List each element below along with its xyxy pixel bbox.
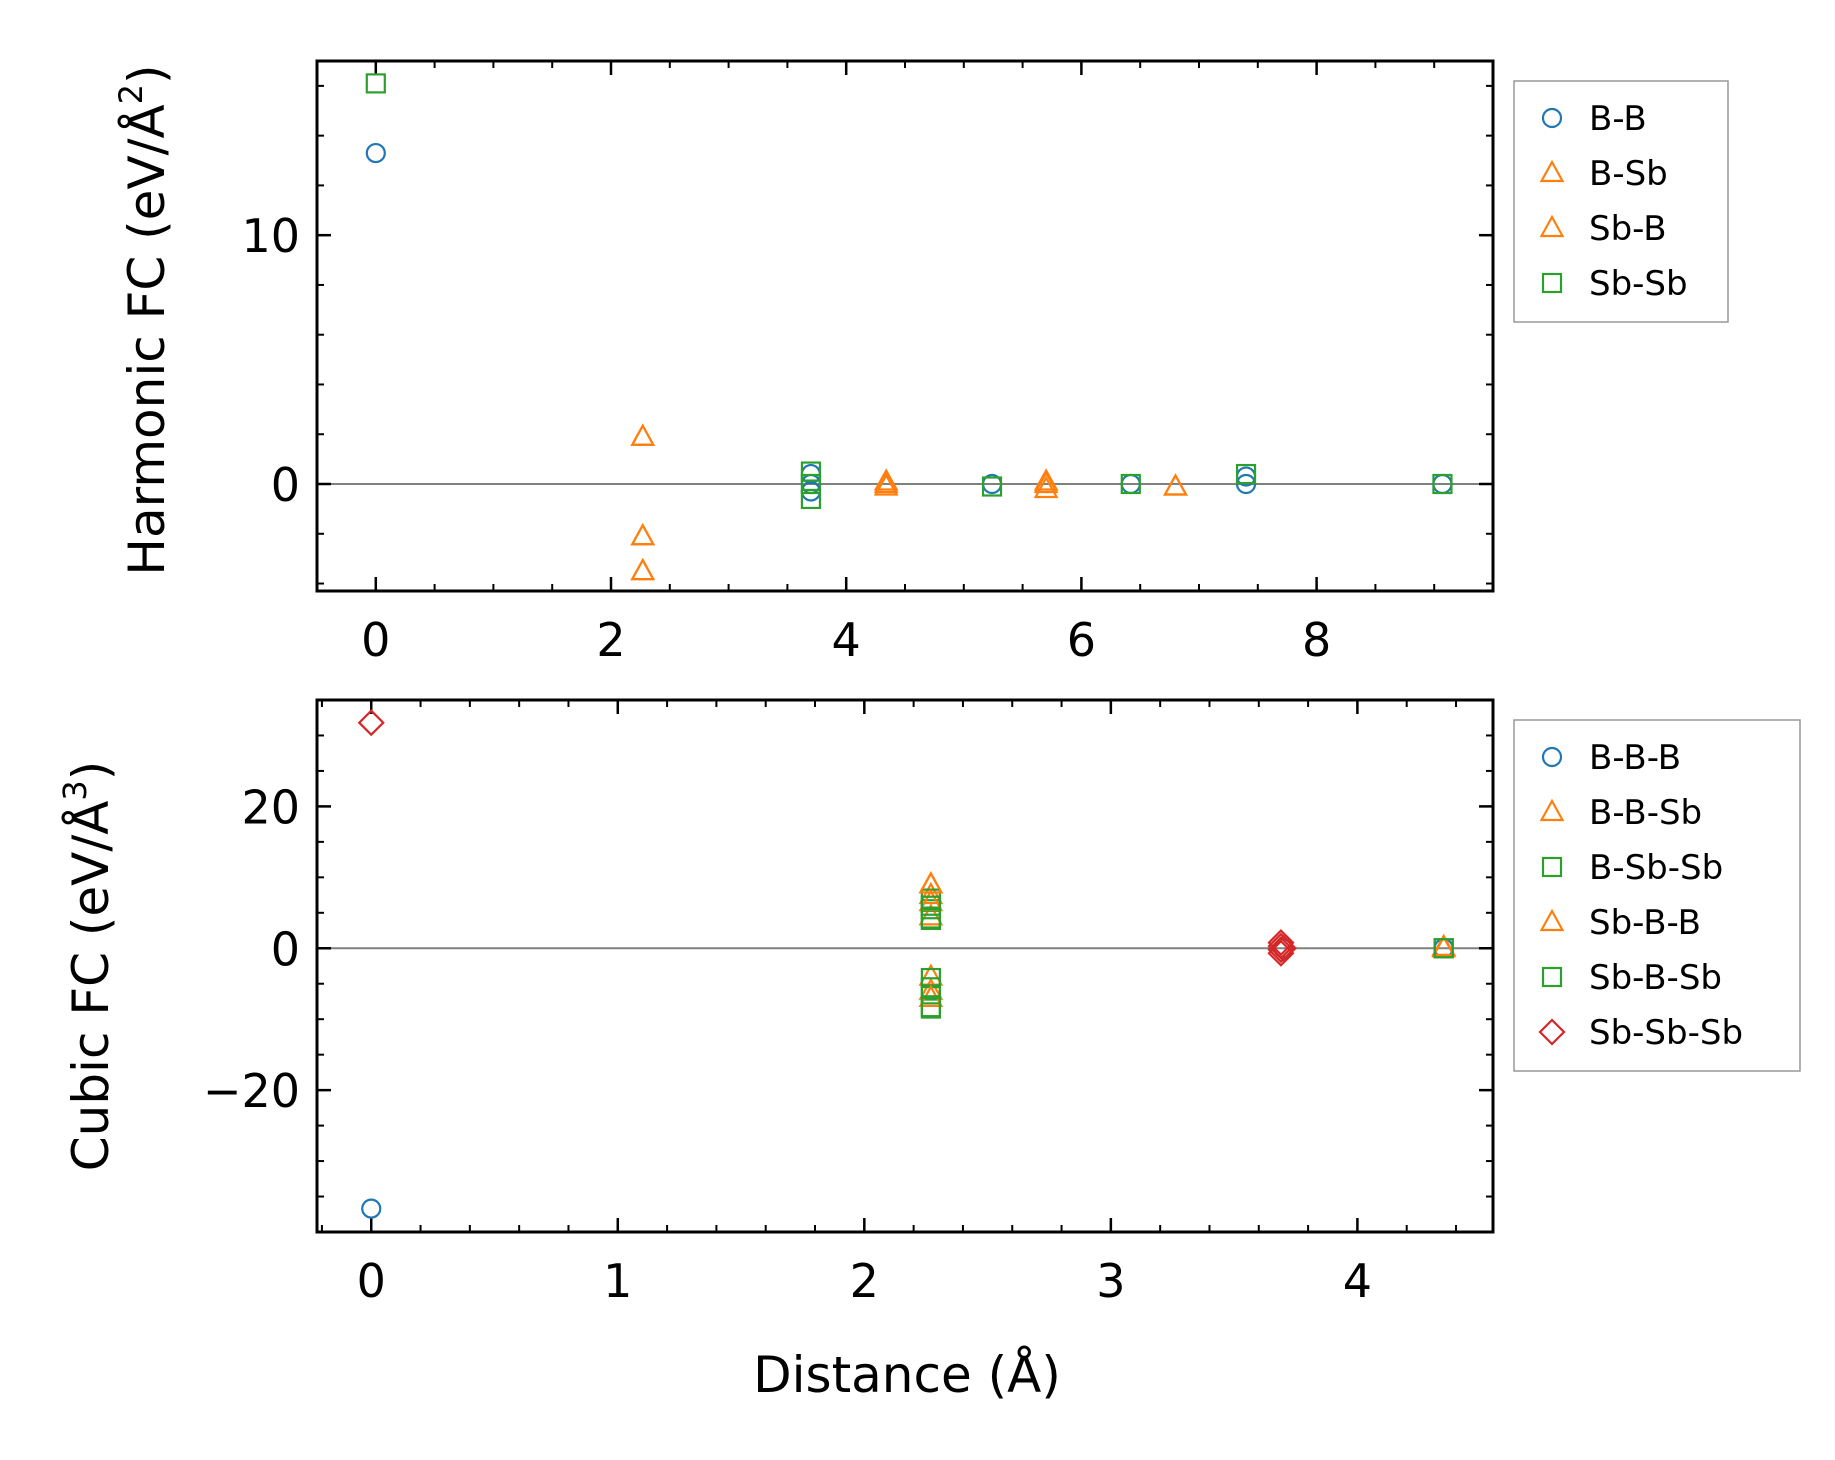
harmonic-ylabel-superscript: 2	[112, 84, 150, 104]
data-point	[918, 881, 944, 905]
x-tick-label: 6	[1067, 613, 1096, 667]
legend-label: Sb-B-B	[1589, 903, 1701, 943]
legend: B-B B-Sb Sb-B Sb-Sb	[1513, 80, 1729, 323]
cubic-ylabel: Cubic FC (eV/Å3)	[56, 761, 120, 1172]
y-tick-label: −20	[203, 1064, 300, 1118]
data-point	[1120, 473, 1141, 495]
data-point	[1269, 934, 1297, 962]
data-point	[365, 142, 386, 164]
data-point	[981, 476, 1003, 497]
data-point	[1033, 468, 1059, 491]
x-tick-label: 0	[357, 1254, 386, 1308]
legend-label: Sb-Sb	[1589, 264, 1688, 304]
legend-label: B-B-Sb	[1589, 793, 1702, 833]
x-tick-label: 2	[596, 613, 625, 667]
x-tick-label: 1	[603, 1254, 632, 1308]
data-point	[920, 977, 941, 998]
series-sb-b	[630, 423, 1188, 581]
series-b-sb	[630, 423, 1188, 581]
data-point	[873, 470, 899, 494]
legend: B-B-B B-B-Sb B-Sb-Sb Sb-B-B Sb-B-Sb Sb-Sb-Sb	[1513, 719, 1801, 1072]
data-point	[873, 473, 899, 496]
series-sb-b-sb	[920, 895, 1454, 1018]
legend-label: B-B	[1589, 99, 1647, 139]
legend-marker	[1539, 798, 1565, 822]
data-point	[1432, 473, 1453, 495]
data-point	[920, 895, 941, 916]
data-point	[630, 557, 656, 581]
data-point	[630, 522, 656, 546]
series-sb-b-b	[918, 871, 1457, 1008]
y-tick-label: 0	[271, 458, 300, 512]
data-point	[357, 709, 385, 737]
data-point	[630, 557, 656, 581]
data-point	[361, 1198, 382, 1219]
harmonic-fc-panel: 0 2 4 6 8 0 10 B-B B-Sb Sb-B Sb-Sb	[241, 59, 1729, 667]
x-tick-label: 2	[850, 1254, 879, 1308]
data-point	[1433, 938, 1454, 959]
legend-marker	[1538, 1018, 1566, 1046]
legend-label: Sb-B	[1589, 209, 1667, 249]
legend-marker	[1541, 272, 1563, 294]
legend-label: Sb-B-Sb	[1589, 958, 1722, 998]
data-point	[920, 997, 941, 1018]
data-point	[365, 73, 386, 94]
series-b-sb-sb	[920, 888, 1454, 1019]
x-tick-label: 4	[832, 613, 861, 667]
legend-label: B-B-B	[1589, 738, 1681, 778]
series-sb-sb	[365, 73, 1453, 510]
cubic-ylabel-superscript: 3	[56, 780, 94, 800]
data-point	[1267, 929, 1295, 957]
plot-frame	[315, 59, 1495, 593]
data-point	[1033, 470, 1059, 494]
legend-marker	[1541, 746, 1563, 768]
x-tick-label: 0	[361, 613, 390, 667]
data-point	[800, 488, 822, 510]
legend-label: Sb-Sb-Sb	[1589, 1013, 1743, 1053]
cubic-ylabel-close: )	[62, 761, 120, 781]
legend-marker	[1539, 908, 1565, 932]
legend-label: B-Sb	[1589, 154, 1668, 194]
legend-marker	[1541, 966, 1563, 988]
x-tick-label: 4	[1343, 1254, 1372, 1308]
x-tick-label: 3	[1096, 1254, 1125, 1308]
data-point	[1163, 473, 1188, 496]
data-point	[873, 468, 899, 491]
y-tick-label: 20	[241, 780, 300, 834]
y-tick-label: 0	[271, 922, 300, 976]
plot-frame	[315, 698, 1495, 1234]
legend-box	[1513, 719, 1801, 1072]
legend-marker	[1541, 856, 1563, 878]
x-tick-label: 8	[1302, 613, 1331, 667]
data-point	[1235, 463, 1257, 485]
data-point	[920, 909, 941, 930]
series-sb-sb-sb	[357, 709, 1297, 967]
legend-marker	[1539, 214, 1565, 238]
data-point	[630, 522, 656, 546]
series-b-b-b	[361, 938, 1454, 1219]
y-tick-label: 10	[241, 209, 300, 263]
data-point	[630, 423, 656, 446]
harmonic-ylabel: Harmonic FC (eV/Å2)	[112, 64, 176, 575]
distance-xlabel: Distance (Å)	[753, 1346, 1061, 1404]
data-point	[630, 423, 656, 446]
data-point	[920, 998, 941, 1019]
cubic-fc-panel: 0 1 2 3 4 −20 0 20 B-B-B B-B-Sb B-Sb-Sb Sb-B-B Sb-B-…	[203, 698, 1801, 1308]
data-point	[800, 461, 822, 482]
legend-marker	[1539, 159, 1565, 183]
legend-label: B-Sb-Sb	[1589, 848, 1723, 888]
legend-box	[1513, 80, 1729, 323]
series-b-b-sb	[918, 871, 1457, 1000]
harmonic-ylabel-close: )	[118, 64, 176, 84]
series-b-b	[365, 142, 1453, 502]
data-point	[920, 908, 941, 929]
legend-marker	[1541, 107, 1563, 129]
data-point	[800, 473, 822, 495]
data-point	[1033, 475, 1059, 499]
